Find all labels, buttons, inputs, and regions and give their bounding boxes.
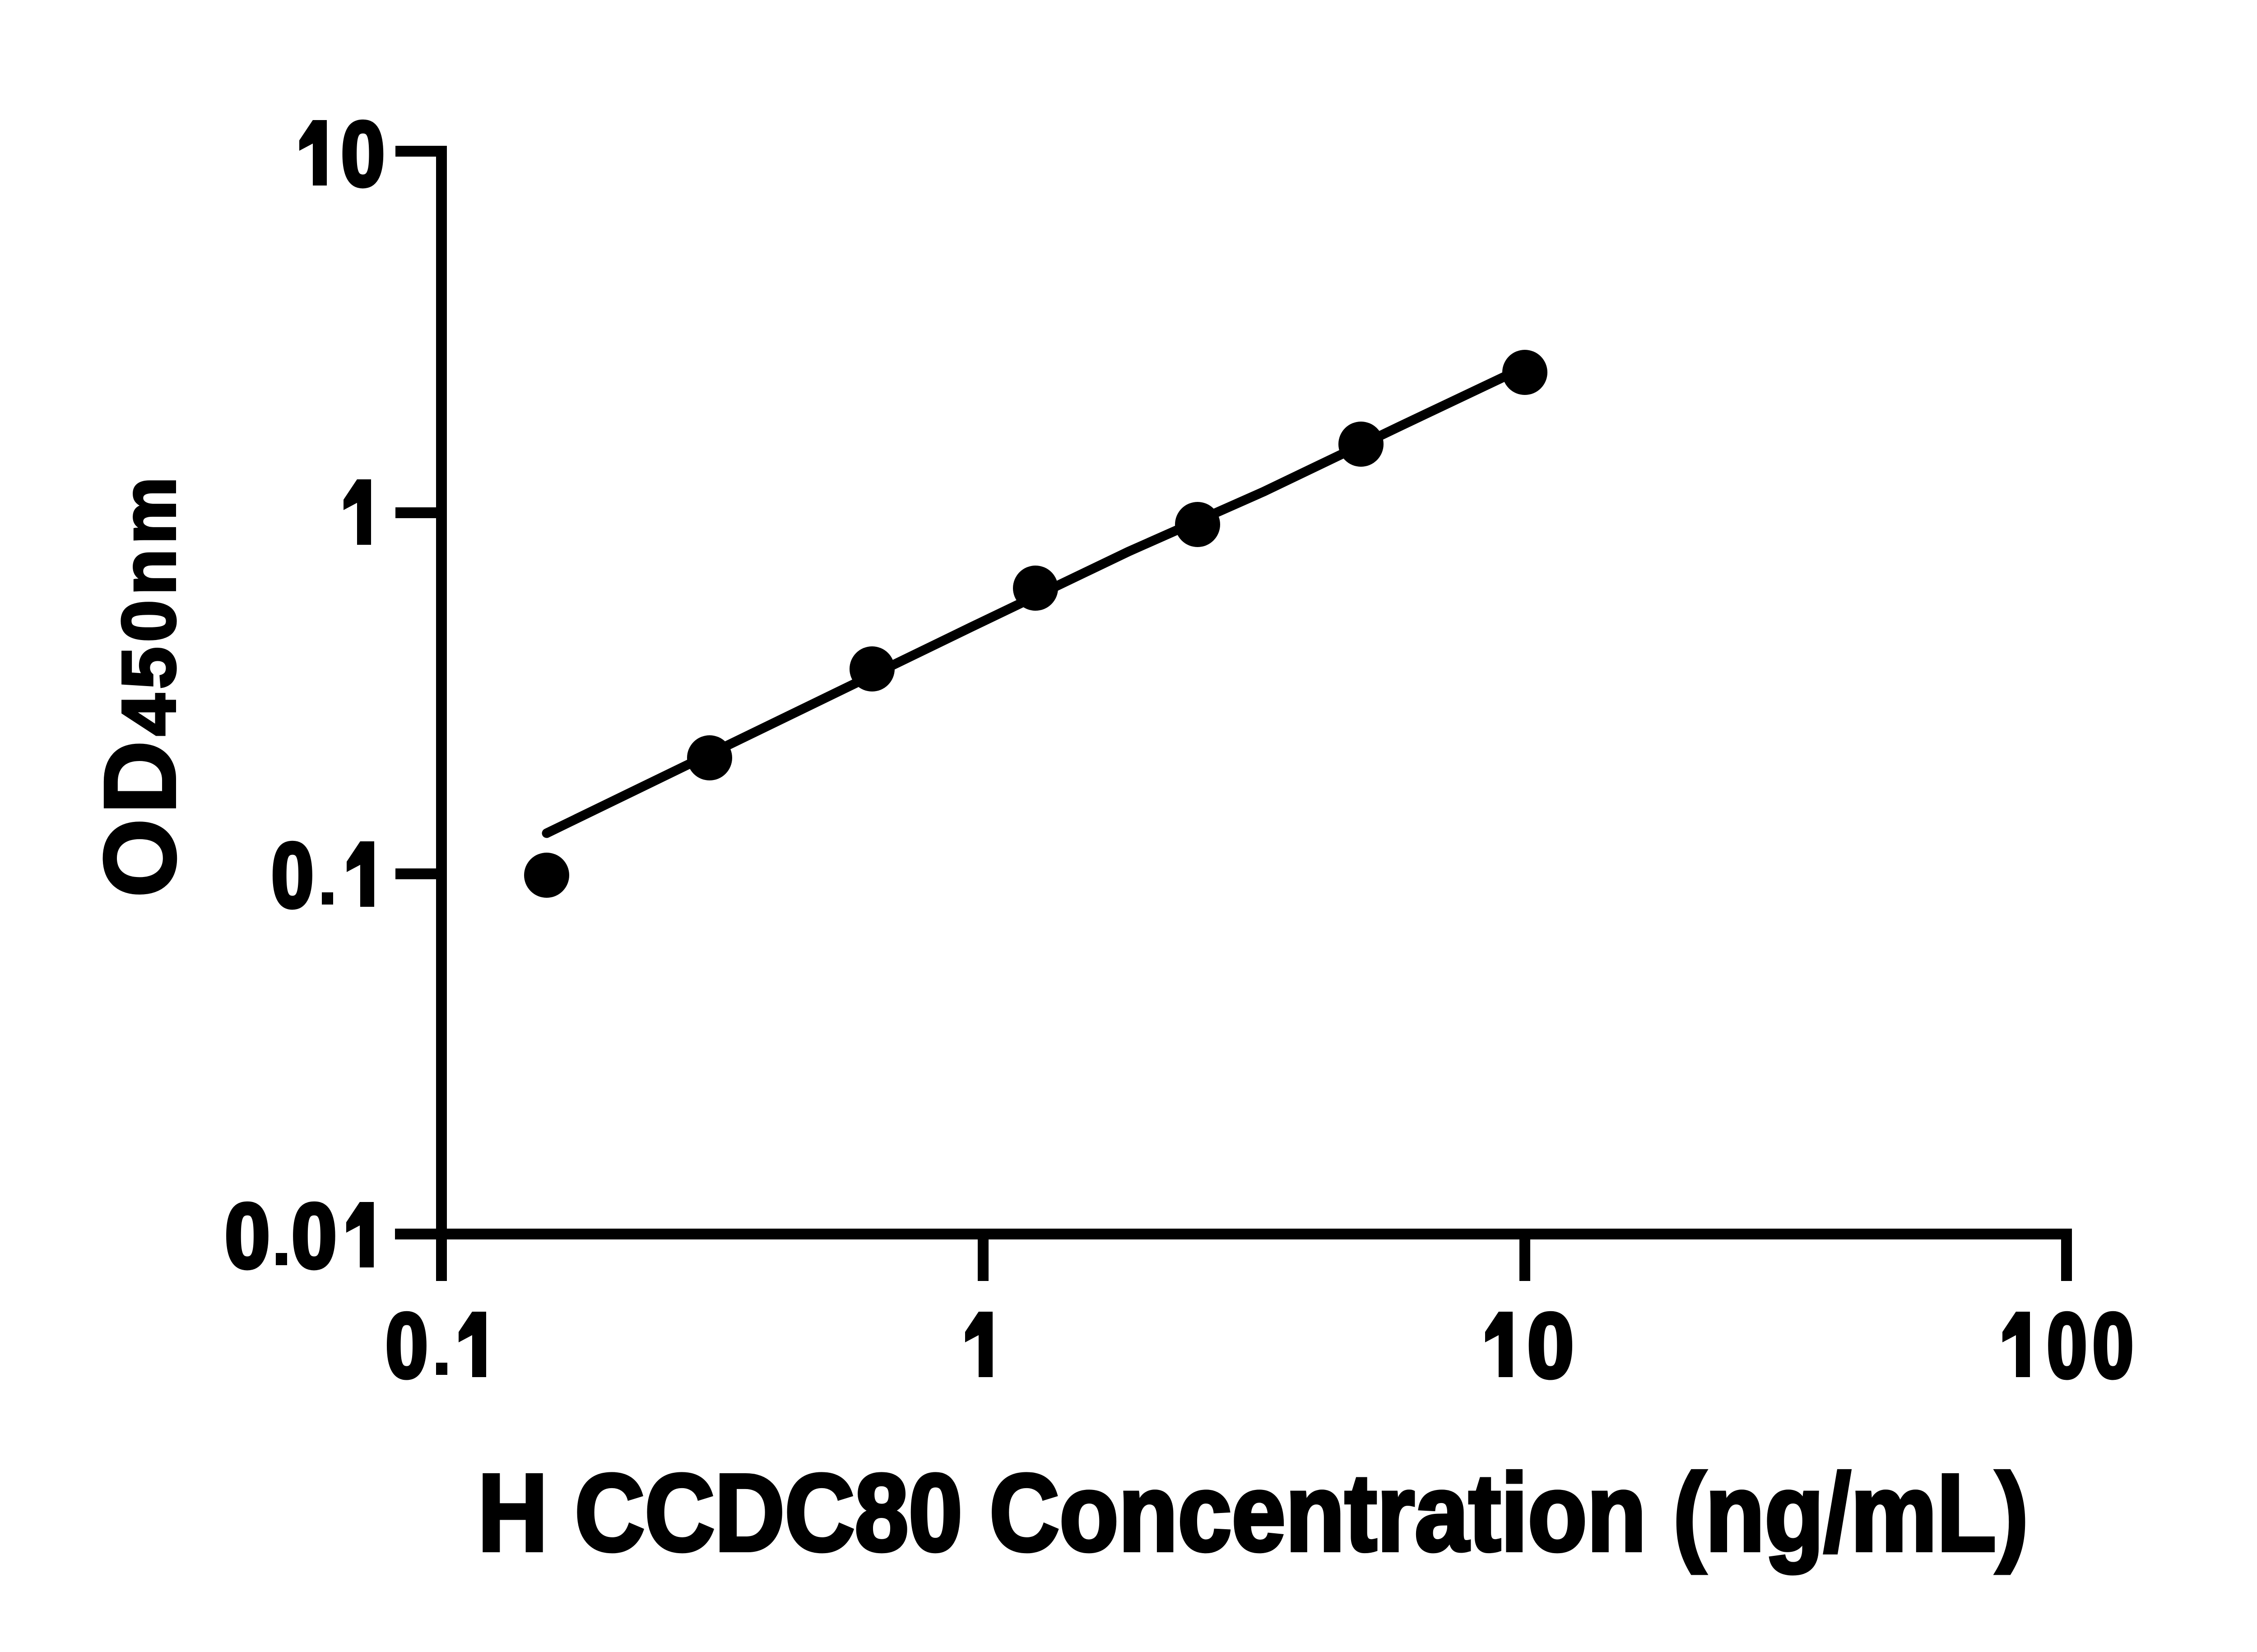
svg-text:0: 0 <box>1528 1295 1574 1397</box>
svg-text:OD450nm: OD450nm <box>84 472 196 897</box>
svg-text:H CCDC80 Concentration (ng/mL): H CCDC80 Concentration (ng/mL) <box>478 1452 2029 1574</box>
svg-text:0: 0 <box>225 1185 270 1287</box>
svg-text:0: 0 <box>2047 1295 2087 1397</box>
svg-text:0: 0 <box>2093 1295 2134 1397</box>
svg-text:0: 0 <box>341 103 385 205</box>
svg-text:0: 0 <box>292 1185 337 1287</box>
svg-text:0: 0 <box>271 824 314 927</box>
svg-text:0: 0 <box>385 1295 428 1397</box>
